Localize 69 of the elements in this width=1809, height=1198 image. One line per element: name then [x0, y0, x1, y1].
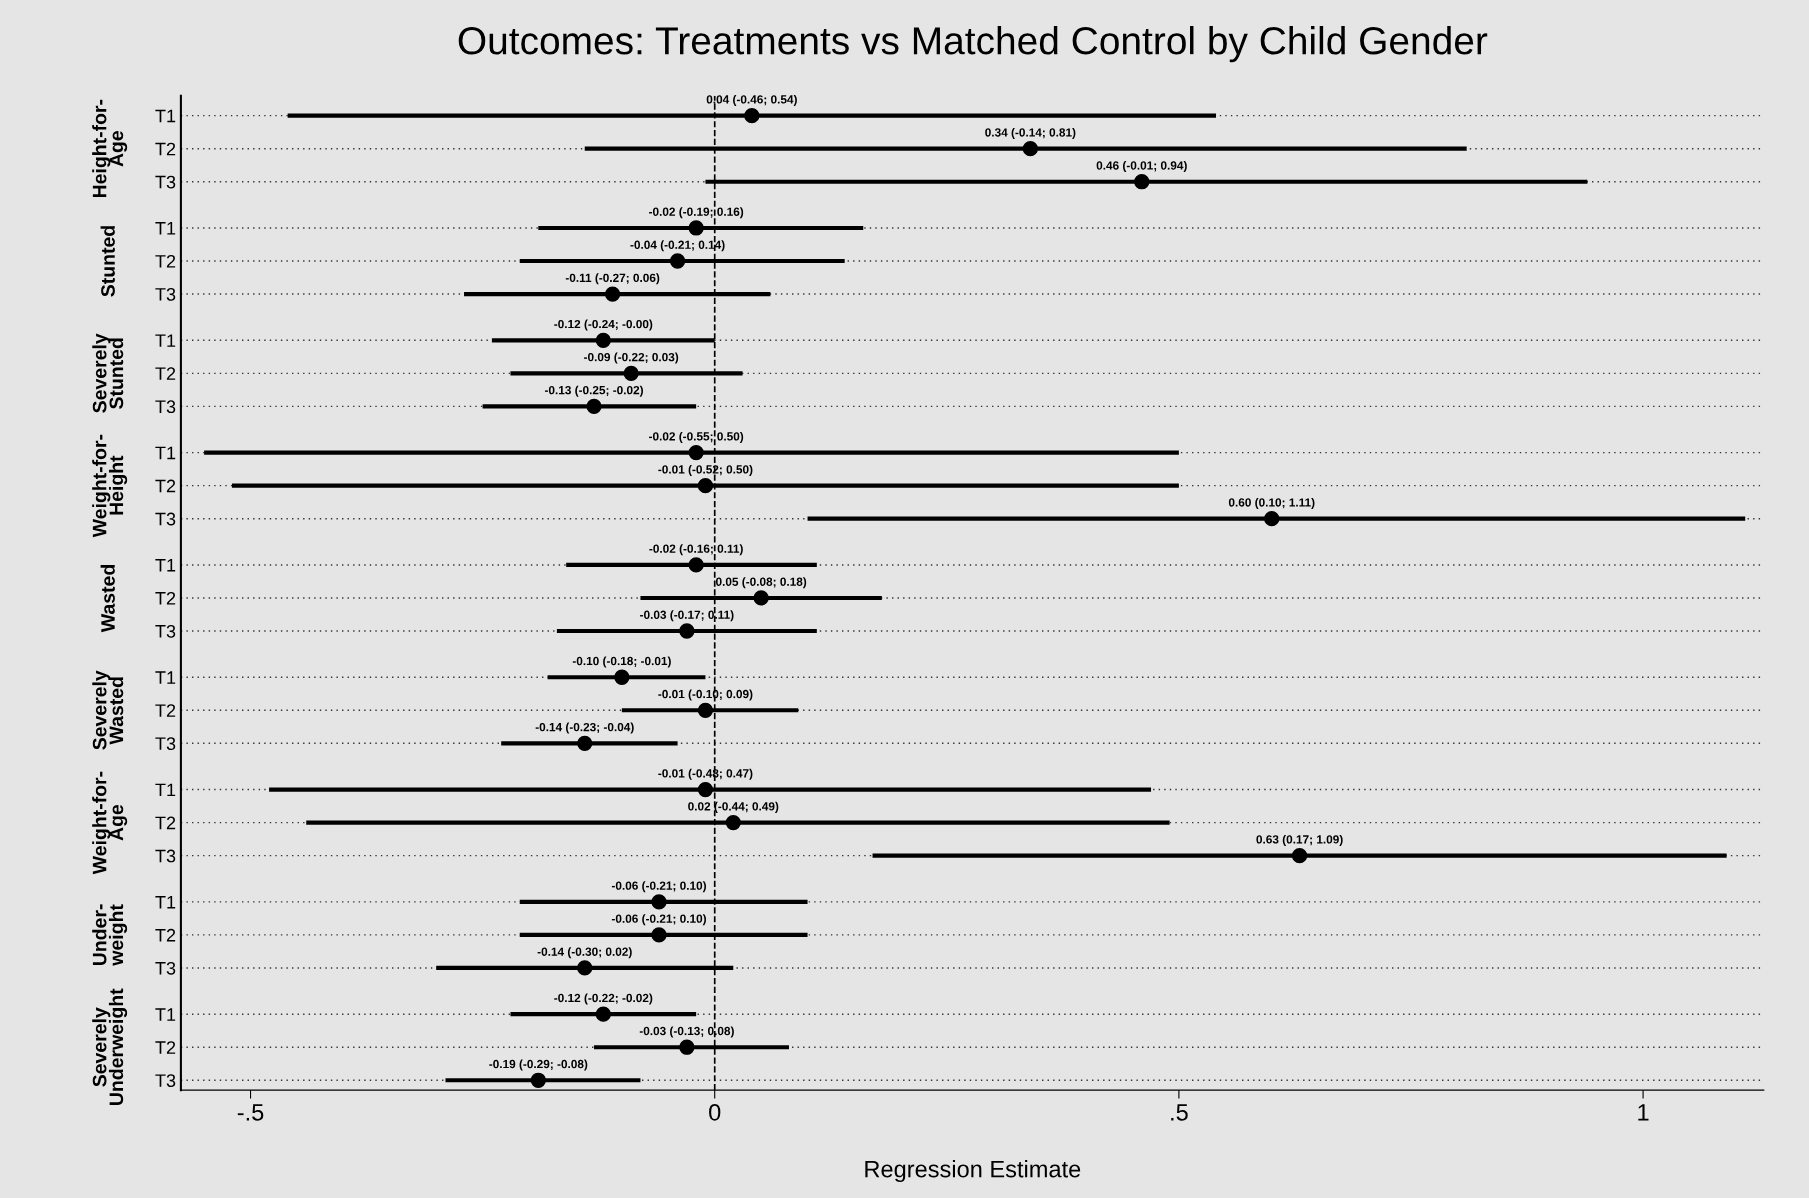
y-tick-label: T3 — [155, 1074, 176, 1087]
data-label: -0.10 (-0.18; -0.01) — [572, 656, 671, 668]
y-tick-label: T2 — [155, 142, 176, 156]
data-label: -0.14 (-0.23; -0.04) — [535, 722, 634, 734]
x-tick-label: 0 — [709, 1104, 721, 1121]
y-tick-label: T1 — [155, 783, 176, 797]
data-label: 0.60 (0.10; 1.11) — [1228, 497, 1315, 509]
data-label: -0.19 (-0.29; -0.08) — [489, 1059, 588, 1071]
data-label: 0.63 (0.17; 1.09) — [1256, 834, 1343, 846]
x-tick-label: -.5 — [237, 1104, 264, 1121]
y-tick-label: T2 — [155, 1041, 176, 1054]
y-tick-label: T1 — [155, 896, 176, 909]
y-tick-label: T2 — [155, 591, 176, 605]
y-tick-label: T2 — [155, 367, 176, 380]
y-tick-label: T1 — [155, 671, 176, 684]
data-label: 0.04 (-0.46; 0.54) — [706, 94, 797, 106]
text: Weight-for- Height — [92, 434, 128, 538]
text: Height-for- Age — [92, 99, 128, 198]
x-tick-label: 1 — [1638, 1104, 1649, 1121]
y-tick-label: T1 — [155, 109, 176, 123]
data-label: -0.02 (-0.55; 0.50) — [649, 431, 744, 443]
data-label: -0.12 (-0.24; -0.00) — [554, 319, 653, 331]
text: Stunted — [100, 226, 115, 297]
data-label: -0.02 (-0.16; 0.11) — [649, 544, 743, 556]
data-label: 0.05 (-0.08; 0.18) — [716, 577, 807, 589]
y-tick-label: T3 — [155, 849, 176, 863]
y-tick-label: T2 — [155, 928, 176, 942]
y-tick-label: T3 — [155, 175, 176, 189]
data-label: -0.03 (-0.13; 0.08) — [639, 1026, 734, 1038]
data-label: 0.34 (-0.14; 0.81) — [985, 127, 1076, 139]
y-tick-label: T3 — [155, 287, 176, 301]
y-tick-label: T1 — [155, 446, 176, 460]
data-label: -0.14 (-0.30; 0.02) — [537, 947, 632, 959]
data-label: -0.02 (-0.19; 0.16) — [649, 207, 744, 219]
data-label: -0.06 (-0.21; 0.10) — [611, 914, 706, 926]
data-label: -0.01 (-0.10; 0.09) — [658, 689, 753, 701]
y-tick-label: T3 — [155, 737, 176, 751]
y-tick-label: T1 — [155, 222, 176, 235]
text: Severely Underweight — [92, 988, 128, 1105]
x-axis-title: Regression Estimate — [865, 1160, 1081, 1183]
data-label: -0.04 (-0.21; 0.14) — [630, 240, 725, 252]
text: Severely Wasted — [92, 670, 124, 750]
y-tick-label: T1 — [155, 559, 176, 572]
y-tick-label: T3 — [155, 512, 176, 526]
y-tick-label: T2 — [155, 704, 176, 717]
data-label: -0.01 (-0.52; 0.50) — [658, 464, 753, 476]
data-label: -0.13 (-0.25; -0.02) — [544, 385, 643, 397]
y-tick-label: T3 — [155, 961, 176, 975]
data-label: -0.06 (-0.21; 0.10) — [611, 881, 706, 893]
data-label: -0.03 (-0.17; 0.11) — [640, 610, 734, 622]
y-tick-label: T1 — [155, 334, 176, 347]
data-label: -0.11 (-0.27; 0.06) — [565, 273, 660, 285]
data-label: -0.12 (-0.22; -0.02) — [554, 993, 653, 1005]
x-tick-label: .5 — [1171, 1104, 1188, 1121]
y-tick-label: T1 — [155, 1008, 176, 1021]
y-tick-label: T2 — [155, 254, 176, 268]
chart-title: Outcomes: Treatments vs Matched Control by Child Gender — [458, 25, 1488, 63]
data-label: -0.01 (-0.48; 0.47) — [658, 768, 753, 780]
data-label: 0.02 (-0.44; 0.49) — [688, 801, 779, 813]
text: Weight-for- Age — [92, 771, 128, 875]
text: Wasted — [100, 565, 115, 633]
text: Under- weight — [92, 904, 128, 966]
data-label: -0.09 (-0.22; 0.03) — [584, 352, 679, 364]
y-tick-label: T3 — [155, 624, 176, 638]
y-tick-label: T2 — [155, 816, 176, 830]
data-label: 0.46 (-0.01; 0.94) — [1096, 161, 1187, 173]
y-tick-label: T2 — [155, 479, 176, 493]
text: Severely Stunted — [92, 333, 124, 413]
y-tick-label: T3 — [155, 400, 176, 414]
